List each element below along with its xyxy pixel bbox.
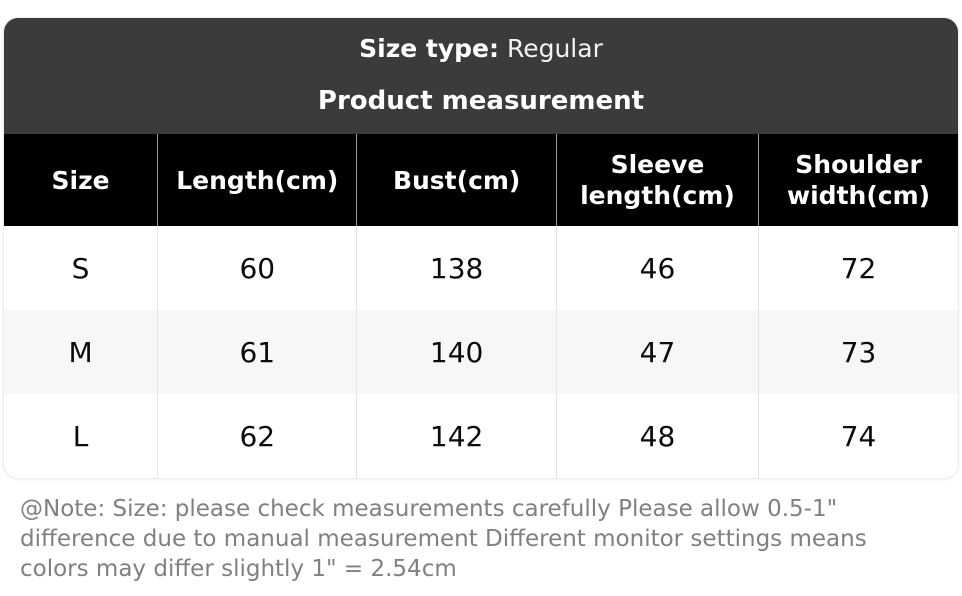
- table-row: S 60 138 46 72: [4, 226, 958, 310]
- size-type-line: Size type: Regular: [14, 32, 948, 66]
- cell-length: 60: [157, 226, 358, 310]
- measurement-note: @Note: Size: please check measurements c…: [20, 496, 867, 582]
- cell-length: 61: [157, 310, 358, 394]
- cell-bust: 140: [356, 310, 557, 394]
- cell-sleeve: 48: [556, 394, 760, 478]
- cell-sleeve: 46: [556, 226, 760, 310]
- size-chart-card: Size type: Regular Product measurement S…: [4, 18, 958, 478]
- column-header-size: Size: [4, 134, 159, 226]
- cell-bust: 142: [356, 394, 557, 478]
- cell-sleeve: 47: [556, 310, 760, 394]
- measurement-table: Size Length(cm) Bust(cm) Sleeve length(c…: [4, 134, 958, 478]
- size-type-label: Size type:: [359, 34, 500, 63]
- table-row: L 62 142 48 74: [4, 394, 958, 478]
- cell-size: S: [4, 226, 159, 310]
- cell-shoulder: 73: [758, 310, 958, 394]
- cell-size: M: [4, 310, 159, 394]
- column-header-shoulder: Shoulder width(cm): [758, 134, 958, 226]
- cell-shoulder: 74: [758, 394, 958, 478]
- column-header-length: Length(cm): [157, 134, 358, 226]
- cell-shoulder: 72: [758, 226, 958, 310]
- table-row: M 61 140 47 73: [4, 310, 958, 394]
- column-header-bust: Bust(cm): [356, 134, 557, 226]
- size-chart-header: Size type: Regular Product measurement: [4, 18, 958, 134]
- cell-size: L: [4, 394, 159, 478]
- section-title: Product measurement: [317, 86, 645, 116]
- size-type-value: Regular: [506, 34, 603, 63]
- table-header-row: Size Length(cm) Bust(cm) Sleeve length(c…: [4, 134, 958, 226]
- cell-bust: 138: [356, 226, 557, 310]
- table-body: S 60 138 46 72 M 61 140 47 73 L 62 142: [4, 226, 958, 478]
- column-header-sleeve: Sleeve length(cm): [556, 134, 760, 226]
- cell-length: 62: [157, 394, 358, 478]
